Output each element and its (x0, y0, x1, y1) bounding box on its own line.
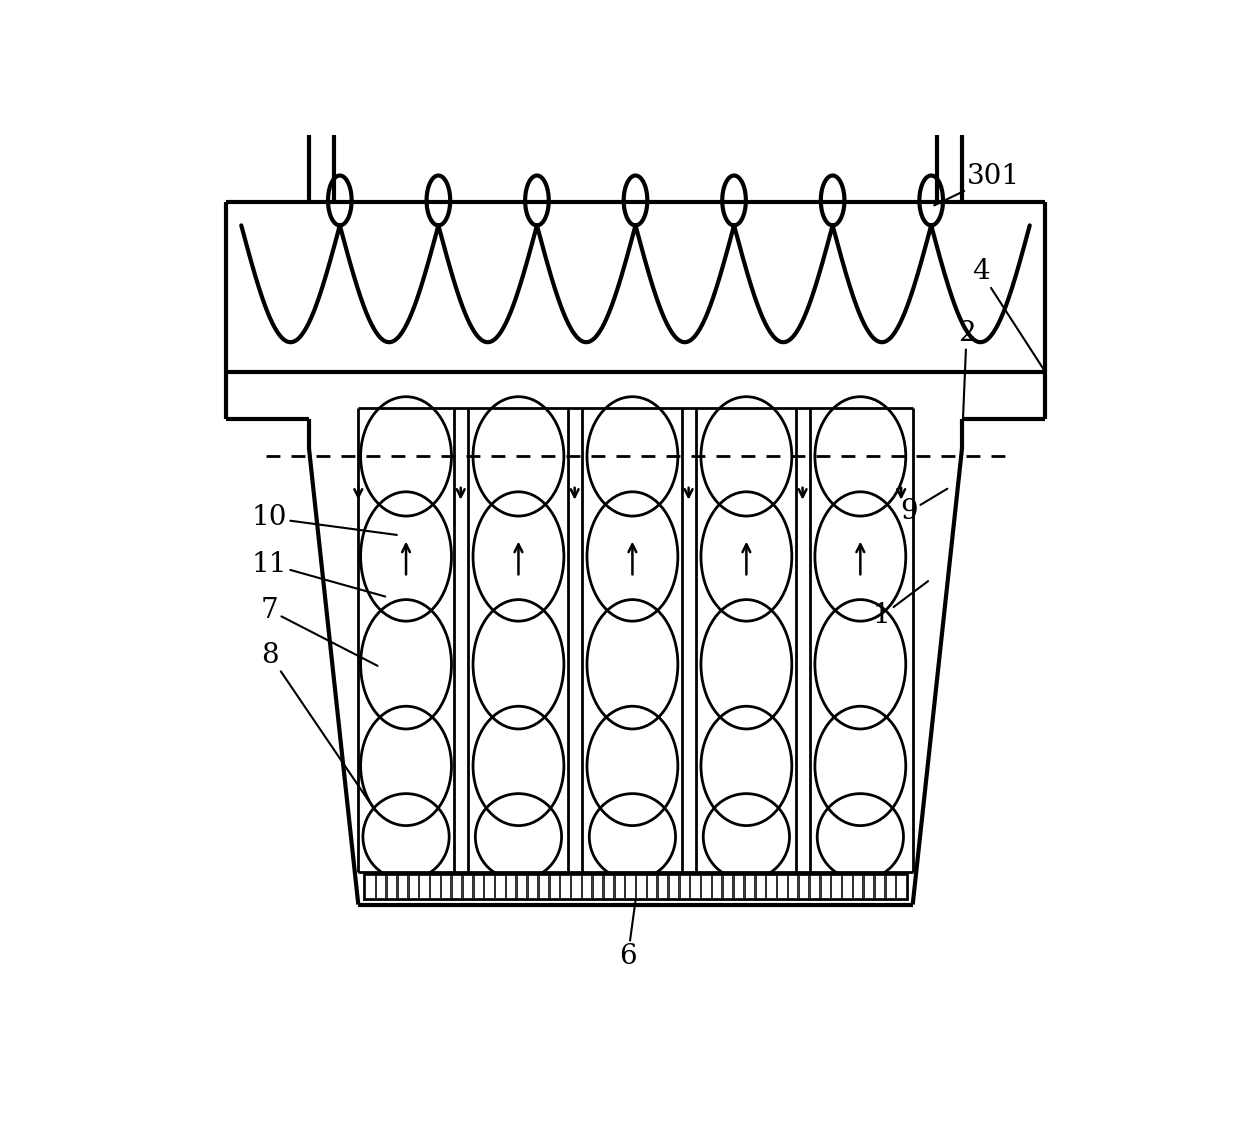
Bar (853, 876, 862, 898)
Bar (549, 876, 559, 898)
Bar (538, 876, 548, 898)
Bar (398, 876, 407, 898)
Bar (560, 876, 569, 898)
Bar (604, 876, 613, 898)
Text: 11: 11 (252, 550, 386, 596)
Bar (506, 876, 516, 898)
Bar (615, 876, 624, 898)
Bar (885, 876, 895, 898)
Bar (755, 876, 765, 898)
Bar (582, 876, 591, 898)
Bar (419, 876, 429, 898)
Bar (387, 876, 397, 898)
Bar (463, 876, 472, 898)
Bar (821, 876, 830, 898)
Bar (810, 876, 820, 898)
Bar (625, 876, 635, 898)
Bar (691, 876, 699, 898)
Bar (474, 876, 482, 898)
Bar (441, 876, 450, 898)
Text: 2: 2 (957, 319, 976, 443)
Bar (864, 876, 873, 898)
Bar (495, 876, 505, 898)
Bar (593, 876, 603, 898)
Text: 301: 301 (934, 164, 1021, 205)
Bar (517, 876, 526, 898)
Bar (766, 876, 776, 898)
Bar (451, 876, 461, 898)
Bar (702, 876, 711, 898)
Bar (366, 876, 374, 898)
Bar (658, 876, 667, 898)
Bar (897, 876, 905, 898)
Bar (430, 876, 440, 898)
Bar (636, 876, 646, 898)
Bar (831, 876, 841, 898)
Bar (572, 876, 580, 898)
Bar (734, 876, 743, 898)
Bar (799, 876, 808, 898)
Text: 9: 9 (900, 489, 947, 526)
Text: 7: 7 (260, 596, 377, 666)
Bar (842, 876, 852, 898)
Bar (680, 876, 689, 898)
Bar (647, 876, 656, 898)
Bar (528, 876, 537, 898)
Bar (485, 876, 494, 898)
Bar (668, 876, 678, 898)
Bar (409, 876, 418, 898)
Bar (789, 876, 797, 898)
Text: 10: 10 (252, 504, 397, 535)
Bar (365, 873, 906, 899)
Text: 8: 8 (260, 641, 376, 810)
Text: 4: 4 (972, 258, 1045, 372)
Bar (712, 876, 722, 898)
Text: 6: 6 (619, 900, 636, 971)
Bar (777, 876, 786, 898)
Text: 1: 1 (873, 581, 928, 629)
Bar (874, 876, 884, 898)
Bar (745, 876, 754, 898)
Bar (376, 876, 386, 898)
Bar (723, 876, 733, 898)
